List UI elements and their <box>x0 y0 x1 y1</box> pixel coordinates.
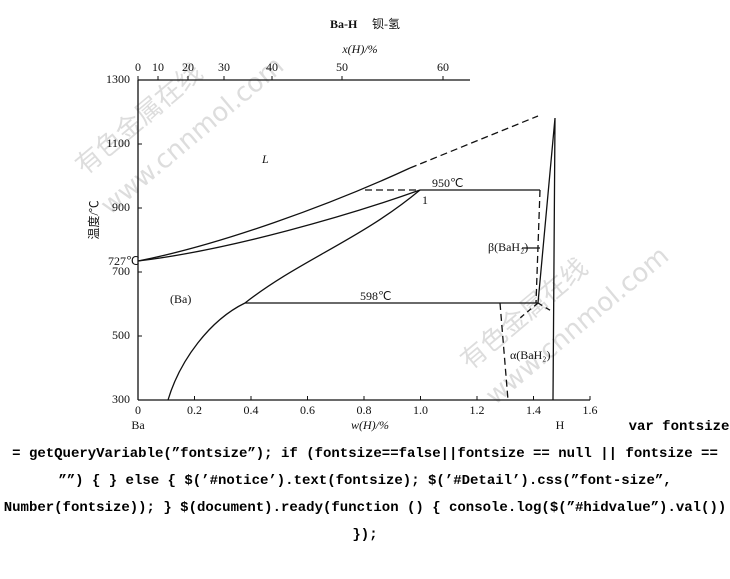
bottom-tick-label: 0.6 <box>300 403 315 417</box>
bottom-tick-label: 1.0 <box>413 403 428 417</box>
left-tick-label: 900 <box>112 200 130 214</box>
end-label: Ba <box>131 418 145 432</box>
top-tick-label: 0 <box>135 60 141 74</box>
title-cn: 钡-氢 <box>372 16 400 31</box>
bottom-tick-label: 0 <box>135 403 141 417</box>
region-label: 1 <box>422 193 428 207</box>
solidus <box>137 189 421 262</box>
bottom-tick-label: 1.6 <box>583 403 598 417</box>
top-tick-label: 50 <box>336 60 348 74</box>
region-label: L <box>261 152 269 166</box>
top-tick-label: 20 <box>182 60 194 74</box>
top-tick-label: 60 <box>437 60 449 74</box>
bottom-axis-label: w(H)/% <box>351 418 389 432</box>
left-tick-label: 300 <box>112 392 130 406</box>
bottom-tick-label: 0.2 <box>187 403 202 417</box>
region-label: 950℃ <box>432 176 463 190</box>
bottom-tick-label: 1.2 <box>470 403 485 417</box>
end-label: H <box>556 418 565 432</box>
beta-right <box>537 117 556 401</box>
liquidus-dashed <box>409 115 539 169</box>
bottom-tick-label: 0.4 <box>244 403 259 417</box>
region-label: (Ba) <box>170 292 191 306</box>
region-label: 598℃ <box>360 289 391 303</box>
left-tick-label: 1100 <box>106 136 130 150</box>
left-tick-label: 500 <box>112 328 130 342</box>
top-tick-label: 40 <box>266 60 278 74</box>
liquidus <box>137 167 411 262</box>
code-string: var fontsize = getQueryVariable(”fontsiz… <box>3 419 730 543</box>
region-label: β(BaH₂) <box>488 240 528 254</box>
code-text: var fontsize = getQueryVariable(”fontsiz… <box>0 414 730 549</box>
top-tick-label: 30 <box>218 60 230 74</box>
boundary <box>244 189 421 304</box>
alpha-top <box>519 302 554 319</box>
top-axis-label: x(H)/% <box>341 42 377 56</box>
bottom-tick-label: 1.4 <box>526 403 541 417</box>
region-label: α(BaH₂) <box>510 348 550 362</box>
ba-solubility <box>167 302 246 401</box>
top-tick-label: 10 <box>152 60 164 74</box>
alpha-left <box>499 302 509 401</box>
region-label: 727℃ <box>108 254 139 268</box>
bottom-tick-label: 0.8 <box>357 403 372 417</box>
beta-boundary <box>535 189 541 304</box>
left-tick-label: 700 <box>112 264 130 278</box>
spacer <box>1 429 629 430</box>
title: Ba-H <box>330 17 358 31</box>
left-axis-label: 温度/℃ <box>86 200 101 239</box>
left-tick-label: 1300 <box>106 72 130 86</box>
phase-diagram: 有色金属在线www.cnnmol.com有色金属在线www.cnnmol.com… <box>70 16 675 432</box>
